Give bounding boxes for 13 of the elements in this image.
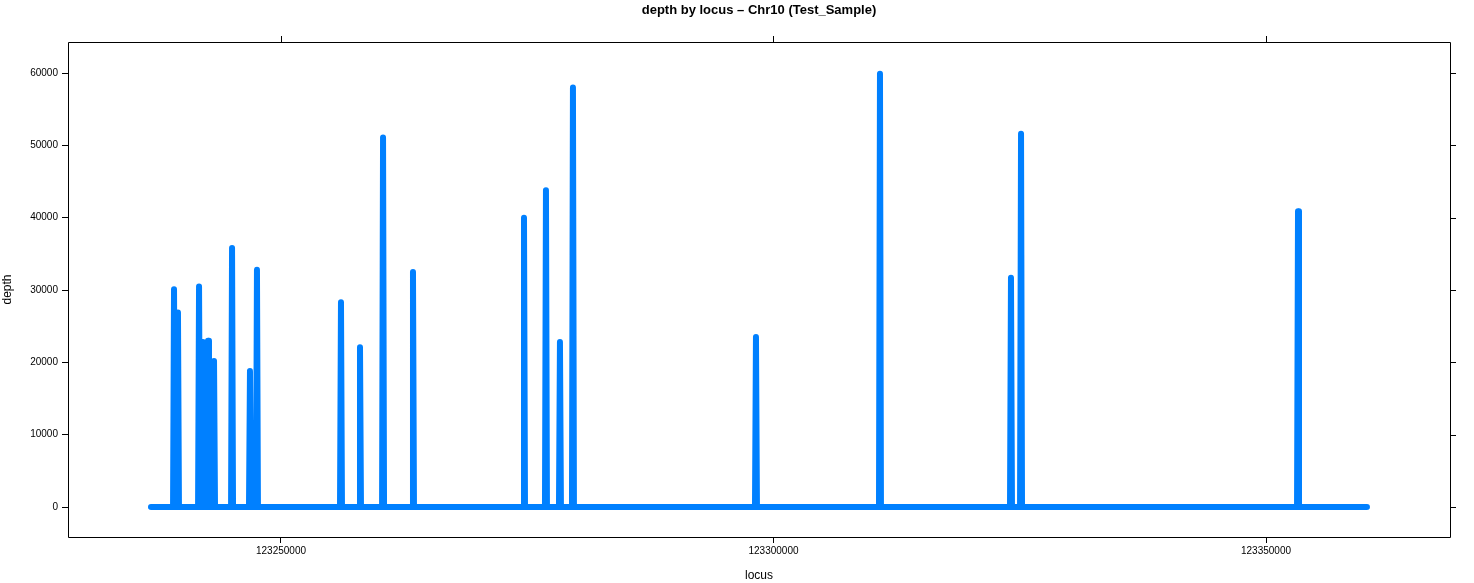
y-tick-label: 30000 bbox=[30, 283, 59, 295]
y-tick-label: 40000 bbox=[30, 211, 59, 223]
x-tick-label: 123250000 bbox=[255, 544, 307, 556]
x-axis-title: locus bbox=[744, 568, 774, 583]
chart-title: depth by locus – Chr10 (Test_Sample) bbox=[641, 1, 877, 17]
y-tick-label: 60000 bbox=[30, 66, 59, 78]
y-tick-label: 20000 bbox=[30, 356, 59, 368]
y-tick-label: 50000 bbox=[30, 139, 59, 151]
y-axis-title: depth bbox=[0, 274, 14, 305]
y-tick-label: 0 bbox=[52, 500, 59, 512]
y-tick-label: 10000 bbox=[30, 428, 59, 440]
x-tick-label: 123350000 bbox=[1240, 544, 1292, 556]
x-tick-label: 123300000 bbox=[748, 544, 799, 556]
